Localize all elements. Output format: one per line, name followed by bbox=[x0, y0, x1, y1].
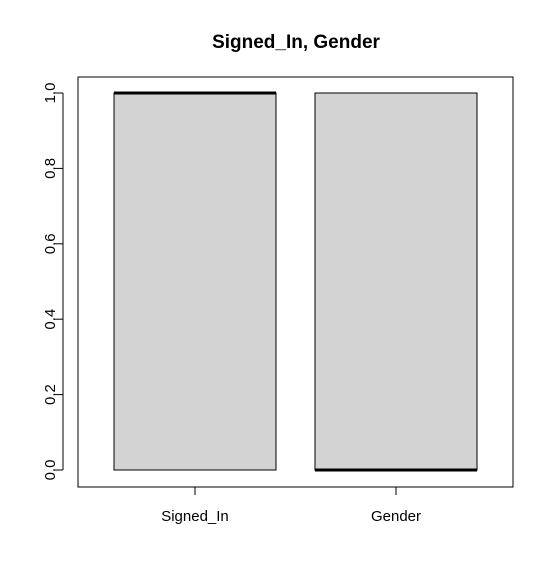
y-axis: 0.0 0.2 0.4 0.6 0.8 1.0 bbox=[42, 83, 64, 481]
y-tick-label: 1.0 bbox=[42, 83, 59, 104]
boxes-group bbox=[113, 91, 478, 472]
y-tick-label: 0.0 bbox=[42, 460, 59, 481]
chart-title: Signed_In, Gender bbox=[212, 32, 380, 53]
box-gender bbox=[314, 92, 478, 471]
y-tick-label: 0.4 bbox=[42, 309, 59, 330]
y-tick-label: 0.8 bbox=[42, 158, 59, 179]
x-axis: Signed_In Gender bbox=[161, 486, 421, 525]
x-tick-label: Gender bbox=[371, 508, 421, 525]
x-tick-label: Signed_In bbox=[161, 508, 229, 525]
y-tick-label: 0.6 bbox=[42, 233, 59, 254]
box-signed-in bbox=[113, 92, 277, 471]
y-tick-label: 0.2 bbox=[42, 384, 59, 405]
